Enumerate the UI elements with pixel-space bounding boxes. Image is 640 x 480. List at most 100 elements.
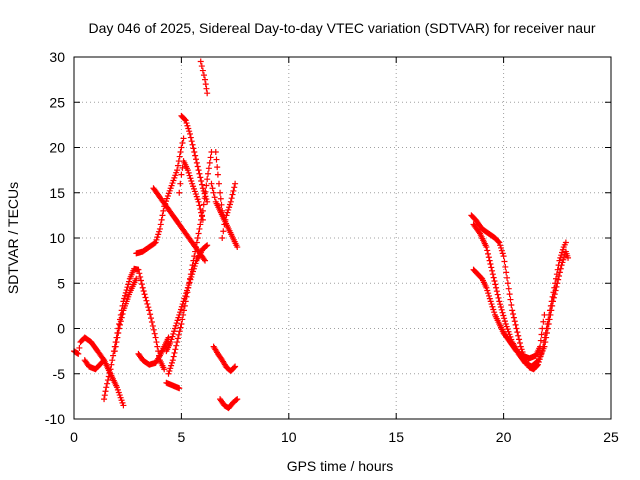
data-point [140, 288, 147, 295]
series-arc-17 [217, 396, 241, 412]
data-point [109, 357, 116, 364]
data-point [184, 167, 191, 174]
data-point [512, 321, 519, 328]
data-point [104, 380, 111, 387]
data-point [203, 85, 210, 92]
data-point [169, 333, 176, 340]
data-point [154, 234, 161, 241]
data-point [545, 320, 552, 327]
y-axis-label: SDTVAR / TECUs [5, 182, 21, 294]
data-point [75, 350, 82, 357]
data-point [214, 171, 221, 178]
data-point [504, 274, 511, 281]
data-point [101, 396, 108, 403]
data-point [197, 58, 204, 65]
data-point [508, 301, 515, 308]
data-point [76, 344, 83, 351]
data-point [185, 284, 192, 291]
data-point [544, 325, 551, 332]
data-point [552, 287, 559, 294]
data-point [493, 284, 500, 291]
data-point [102, 388, 109, 395]
data-point [199, 185, 206, 192]
data-point [167, 365, 174, 372]
data-point [217, 189, 224, 196]
data-point [125, 281, 132, 288]
data-point [487, 298, 494, 305]
data-point [184, 289, 191, 296]
x-tick-label: 25 [603, 429, 619, 445]
data-point [496, 239, 503, 246]
data-point [497, 242, 504, 249]
data-point [101, 357, 108, 364]
data-point [187, 134, 194, 141]
data-point [146, 307, 153, 314]
data-point [557, 254, 564, 261]
data-point [220, 228, 227, 235]
data-point [178, 303, 185, 310]
data-point [195, 230, 202, 237]
data-point [110, 352, 117, 359]
data-point [491, 309, 498, 316]
data-point [223, 212, 230, 219]
data-point [191, 253, 198, 260]
data-point [555, 276, 562, 283]
data-point [557, 265, 564, 272]
data-point [556, 257, 563, 264]
series-arc-21 [470, 221, 572, 370]
data-point [200, 201, 207, 208]
data-point [490, 274, 497, 281]
data-point [487, 261, 494, 268]
data-point [174, 167, 181, 174]
data-point [560, 256, 567, 263]
grid [74, 57, 611, 419]
data-point [191, 149, 198, 156]
data-point [193, 156, 200, 163]
data-point [203, 242, 210, 249]
data-point [497, 301, 504, 308]
data-point [177, 149, 184, 156]
y-tick-label: -10 [45, 411, 65, 427]
data-point [180, 307, 187, 314]
data-point [157, 221, 164, 228]
data-point [116, 325, 123, 332]
data-point [152, 239, 159, 246]
data-point [513, 325, 520, 332]
y-tick-label: 20 [49, 140, 65, 156]
data-point [148, 319, 155, 326]
data-point [177, 309, 184, 316]
data-point [174, 162, 181, 169]
data-point [234, 244, 241, 251]
data-point [118, 314, 125, 321]
data-point [196, 170, 203, 177]
data-point [153, 236, 160, 243]
data-point [114, 334, 121, 341]
data-point [540, 318, 547, 325]
data-point [493, 288, 500, 295]
data-point [226, 204, 233, 211]
x-tick-label: 15 [388, 429, 404, 445]
data-point [189, 141, 196, 148]
data-point [173, 320, 180, 327]
data-point [484, 247, 491, 254]
data-point [100, 358, 107, 365]
data-point [206, 159, 213, 166]
data-point [485, 254, 492, 261]
y-tick-label: 10 [49, 230, 65, 246]
data-point [176, 189, 183, 196]
data-point [170, 353, 177, 360]
chart-title: Day 046 of 2025, Sidereal Day-to-day VTE… [88, 20, 595, 36]
data-point [115, 330, 122, 337]
data-point [538, 331, 545, 338]
data-point [117, 318, 124, 325]
data-point [194, 235, 201, 241]
y-tick-label: 5 [57, 275, 65, 291]
data-point [539, 325, 546, 332]
data-point [168, 362, 175, 369]
data-point [483, 244, 490, 251]
data-point [227, 198, 234, 205]
data-point [228, 195, 235, 202]
y-tick-label: 30 [49, 49, 65, 65]
data-point [200, 72, 207, 79]
y-tick-labels: -10 -5 0 5 10 15 20 25 30 [45, 49, 65, 427]
